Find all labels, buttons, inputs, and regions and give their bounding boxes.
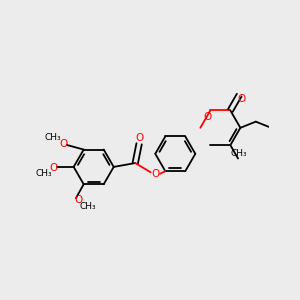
Text: O: O — [151, 169, 159, 179]
Text: O: O — [203, 112, 212, 122]
Text: CH₃: CH₃ — [80, 202, 97, 211]
Text: O: O — [59, 139, 68, 149]
Text: O: O — [50, 163, 58, 173]
Text: O: O — [136, 133, 144, 142]
Text: CH₃: CH₃ — [45, 133, 61, 142]
Text: O: O — [237, 94, 246, 104]
Text: O: O — [74, 195, 82, 206]
Text: CH₃: CH₃ — [230, 148, 247, 158]
Text: CH₃: CH₃ — [35, 169, 52, 178]
